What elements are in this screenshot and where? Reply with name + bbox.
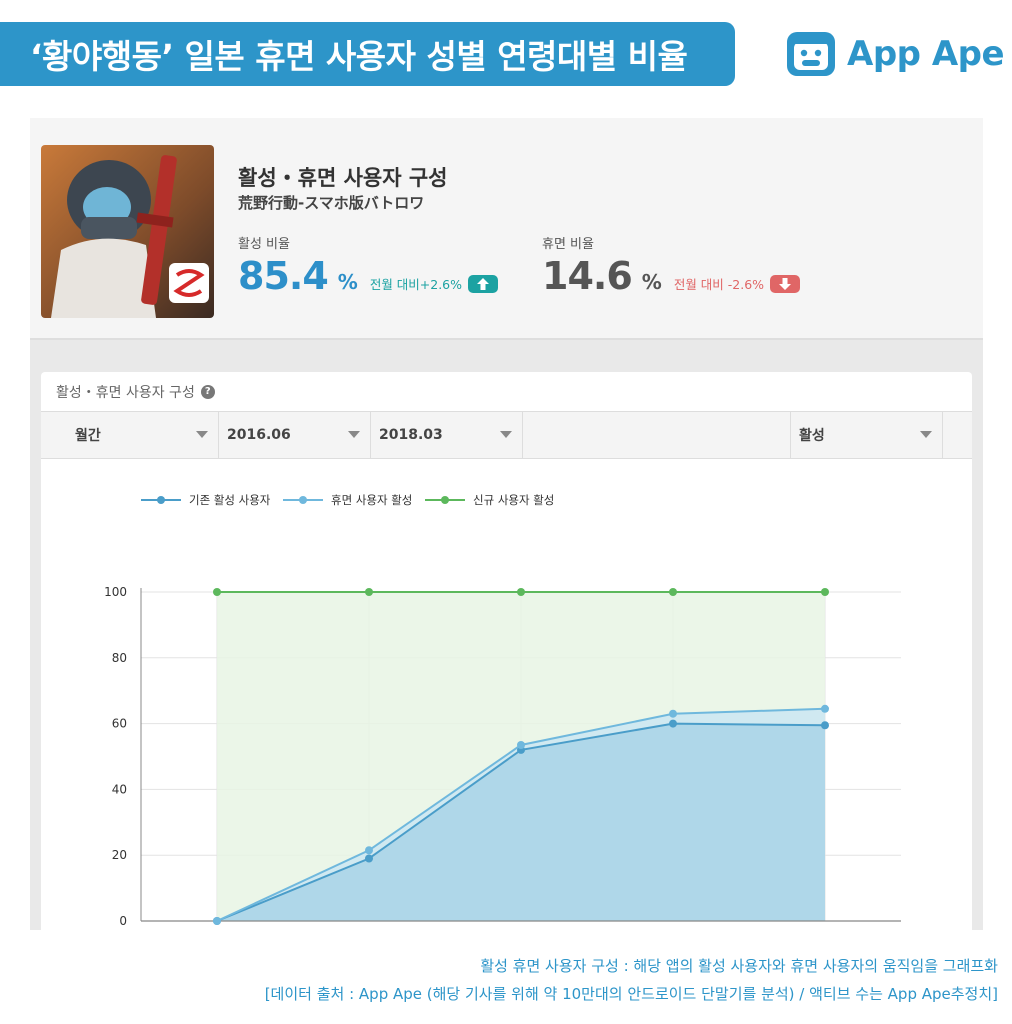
legend-marker bbox=[299, 496, 307, 504]
data-point bbox=[821, 704, 829, 713]
filter-spacer bbox=[523, 412, 791, 458]
data-point bbox=[517, 740, 525, 749]
app-name: 荒野行動-スマホ版バトロワ bbox=[238, 194, 425, 212]
metric-select[interactable]: 활성 bbox=[791, 412, 943, 458]
legend-marker bbox=[441, 496, 449, 504]
active-ratio-delta: 전월 대비+2.6% bbox=[369, 277, 463, 292]
summary-card: 활성・휴면 사용자 구성 荒野行動-スマホ版バトロワ 활성 비율 85.4 % … bbox=[30, 118, 983, 340]
dormant-ratio-stat: 휴면 비율 14.6 % 전월 대비 -2.6% bbox=[542, 233, 801, 298]
y-tick-label: 0 bbox=[119, 914, 127, 928]
data-point bbox=[213, 588, 221, 596]
dormant-ratio-unit: % bbox=[641, 270, 662, 294]
legend-marker bbox=[157, 496, 165, 504]
help-icon[interactable]: ? bbox=[200, 384, 215, 399]
data-point bbox=[669, 709, 677, 718]
data-point bbox=[669, 588, 677, 596]
active-ratio-value: 85.4 bbox=[238, 254, 329, 298]
page-title: ‘황야행동’ 일본 휴면 사용자 성별 연령대별 비율 bbox=[30, 37, 688, 76]
data-point bbox=[821, 721, 829, 730]
data-point bbox=[365, 846, 373, 855]
data-point bbox=[669, 719, 677, 728]
start-date-value: 2016.06 bbox=[227, 427, 291, 443]
active-ratio-label: 활성 비율 bbox=[238, 237, 290, 252]
arrow-up-icon bbox=[468, 275, 499, 293]
filter-bar: 월간 2016.06 2018.03 활성 bbox=[41, 412, 972, 459]
dormant-ratio-label: 휴면 비율 bbox=[542, 237, 594, 252]
app-ape-logo-icon bbox=[787, 32, 835, 76]
chart-card-header: 활성・휴면 사용자 구성 ? bbox=[41, 372, 972, 412]
data-point bbox=[821, 588, 829, 596]
legend-label: 신규 사용자 활성 bbox=[473, 493, 554, 507]
chevron-down-icon bbox=[196, 431, 208, 438]
metric-select-value: 활성 bbox=[799, 428, 825, 444]
end-date-value: 2018.03 bbox=[379, 427, 443, 443]
y-tick-label: 20 bbox=[112, 848, 127, 862]
chevron-down-icon bbox=[500, 431, 512, 438]
y-tick-label: 40 bbox=[112, 782, 127, 796]
app-ape-logo: App Ape bbox=[785, 28, 1005, 80]
period-select[interactable]: 월간 bbox=[67, 412, 219, 458]
legend-label: 휴면 사용자 활성 bbox=[331, 493, 412, 507]
active-ratio-unit: % bbox=[337, 270, 358, 294]
footer-line-2: [데이터 출처 : App Ape (해당 기사를 위해 약 10만대의 안드로… bbox=[264, 985, 998, 1003]
chart-card: 활성・휴면 사용자 구성 ? 월간 2016.06 2018.03 활성 0 20… bbox=[41, 372, 972, 930]
series-area bbox=[217, 723, 825, 921]
chevron-down-icon bbox=[348, 431, 360, 438]
game-artwork-icon bbox=[41, 145, 214, 318]
active-ratio-stat: 활성 비율 85.4 % 전월 대비+2.6% bbox=[238, 233, 499, 298]
legend-label: 기존 활성 사용자 bbox=[189, 493, 271, 507]
data-point bbox=[365, 854, 373, 863]
chart-card-title: 활성・휴면 사용자 구성 bbox=[56, 384, 195, 401]
dormant-ratio-value: 14.6 bbox=[542, 254, 633, 298]
summary-title: 활성・휴면 사용자 구성 bbox=[238, 166, 448, 190]
arrow-down-icon bbox=[770, 275, 801, 293]
data-point bbox=[213, 917, 221, 925]
app-panel: 활성・휴면 사용자 구성 荒野行動-スマホ版バトロワ 활성 비율 85.4 % … bbox=[30, 118, 983, 930]
period-select-value: 월간 bbox=[75, 428, 101, 444]
start-date-select[interactable]: 2016.06 bbox=[219, 412, 371, 458]
footer-line-1: 활성 휴면 사용자 구성 : 해당 앱의 활성 사용자와 휴면 사용자의 움직임… bbox=[480, 957, 998, 975]
end-date-select[interactable]: 2018.03 bbox=[371, 412, 523, 458]
chevron-down-icon bbox=[920, 431, 932, 438]
y-tick-label: 100 bbox=[104, 585, 127, 599]
logo-text: App Ape bbox=[847, 34, 1005, 74]
footer-notes: 활성 휴면 사용자 구성 : 해당 앱의 활성 사용자와 휴면 사용자의 움직임… bbox=[265, 952, 998, 1008]
app-icon bbox=[41, 145, 214, 318]
area-chart: 0204060801002017/112017/122018/012018/02… bbox=[104, 493, 901, 928]
data-point bbox=[365, 588, 373, 596]
page-title-banner: ‘황야행동’ 일본 휴면 사용자 성별 연령대별 비율 bbox=[0, 22, 735, 86]
data-point bbox=[517, 588, 525, 596]
y-tick-label: 80 bbox=[112, 651, 127, 665]
y-tick-label: 60 bbox=[112, 717, 127, 731]
dormant-ratio-delta: 전월 대비 -2.6% bbox=[673, 277, 765, 292]
